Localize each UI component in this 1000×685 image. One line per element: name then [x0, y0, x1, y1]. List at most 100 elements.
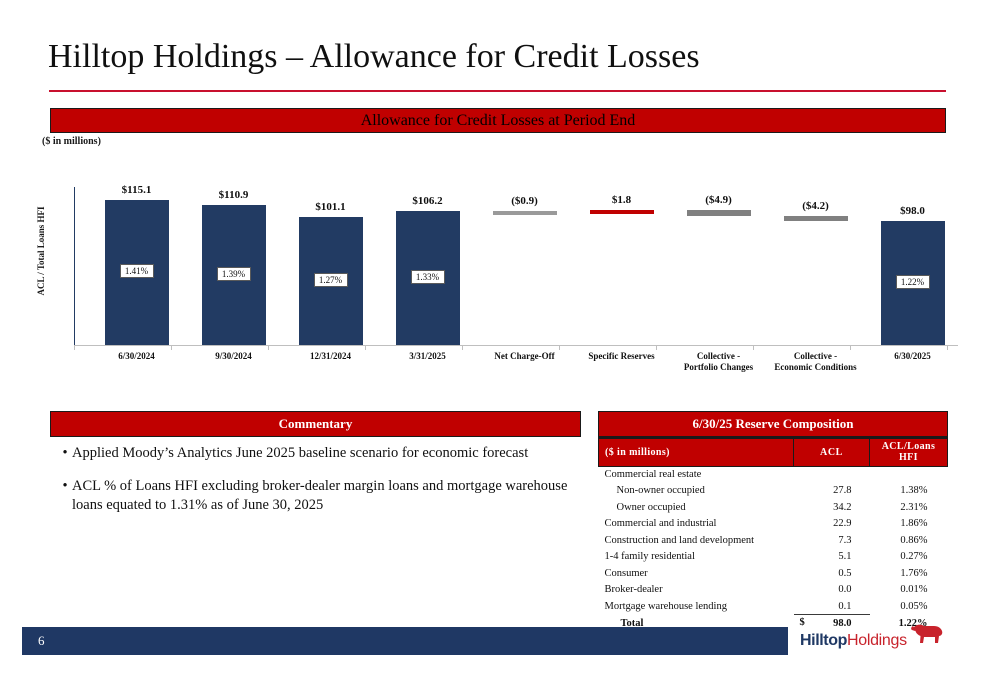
chart-bar [686, 209, 751, 216]
chart-x-category-label: Net Charge-Off [494, 351, 555, 361]
table-cell-acl-loans-hfi: 0.05% [900, 600, 928, 612]
logo-text-holdings: Holdings [846, 632, 907, 649]
chart-x-tick [268, 345, 269, 350]
commentary-panel-body: • Applied Moody’s Analytics June 2025 bas… [50, 444, 581, 529]
table-cell-acl-loans-hfi: 0.01% [900, 584, 928, 596]
table-cell-acl: 27.8 [833, 485, 852, 497]
reserve-composition-table: ($ in millions) ACL ACL/Loans HFI Commer… [598, 437, 948, 633]
page-title: Hilltop Holdings – Allowance for Credit … [48, 38, 700, 75]
chart-x-category-label: Specific Reserves [588, 351, 655, 361]
table-cell-category: Broker-dealer [604, 584, 663, 596]
chart-bar-value-label: $110.9 [218, 188, 249, 201]
table-cell-category: Mortgage warehouse lending [604, 600, 727, 612]
chart-bar-ratio-label: 1.39% [216, 266, 251, 281]
table-row: Non-owner occupied 27.8 1.38% [599, 483, 948, 500]
commentary-bullet: • ACL % of Loans HFI excluding broker-dea… [50, 477, 581, 515]
table-cell-acl: 34.2 [833, 501, 852, 513]
hilltop-holdings-logo: Hilltop Holdings [800, 624, 944, 652]
chart-x-label-line2: Economic Conditions [774, 362, 857, 372]
chart-x-tick [559, 345, 560, 350]
table-row: Consumer 0.5 1.76% [599, 565, 948, 582]
chart-bar-value-label: ($0.9) [511, 194, 538, 207]
acl-waterfall-chart: ACL / Total Loans HFI $115.1 1.41% 6/30/20… [36, 155, 958, 377]
column-header-acl: ACL [793, 437, 870, 467]
table-cell-acl [794, 466, 870, 483]
table-cell-acl: 0.5 [838, 567, 852, 579]
chart-x-tick [947, 345, 948, 350]
commentary-bullet: • Applied Moody’s Analytics June 2025 bas… [50, 444, 581, 463]
commentary-bullet-text: ACL % of Loans HFI excluding broker-deal… [72, 478, 568, 513]
chart-bar-value-label: $1.8 [611, 193, 632, 206]
chart-x-label-line2: Portfolio Changes [683, 362, 754, 372]
chart-y-axis-line [74, 187, 75, 345]
chart-x-category-label: Collective - Economic Conditions [764, 351, 868, 373]
commentary-bullet-text: Applied Moody’s Analytics June 2025 base… [72, 445, 529, 461]
table-cell-acl: 5.1 [838, 551, 852, 563]
chart-bar [589, 209, 654, 214]
table-cell-acl-loans-hfi: 1.76% [900, 567, 928, 579]
reserve-header-label: 6/30/25 Reserve Composition [692, 416, 854, 431]
title-divider [49, 90, 946, 92]
chart-x-tick [171, 345, 172, 350]
chart-x-category-label: 9/30/2024 [215, 351, 252, 361]
table-total-row: Total $98.0 1.22% [599, 614, 948, 633]
column-header-acl-loans-hfi-line2: HFI [899, 452, 918, 464]
table-cell-acl: 22.9 [833, 518, 852, 530]
chart-x-category-label: 3/31/2025 [409, 351, 446, 361]
table-cell-acl-loans-hfi: 1.86% [900, 518, 928, 530]
column-header-units: ($ in millions) [598, 437, 794, 467]
table-cell-category: Consumer [604, 567, 648, 579]
chart-x-category-label: Collective - Portfolio Changes [667, 351, 771, 373]
currency-symbol: $ [799, 617, 805, 628]
chart-section-banner: Allowance for Credit Losses at Period En… [50, 108, 946, 133]
table-header-row: ($ in millions) ACL ACL/Loans HFI [598, 437, 948, 467]
column-header-acl-loans-hfi-line1: ACL/Loans [881, 441, 936, 453]
table-cell-category: Commercial and industrial [604, 518, 717, 530]
chart-bar [492, 210, 557, 215]
chart-bar-value-label: $101.1 [315, 201, 346, 214]
chart-x-tick [365, 345, 366, 350]
chart-bar-ratio-label: 1.27% [313, 273, 348, 288]
table-cell-category: Non-owner occupied [616, 485, 705, 497]
table-cell-acl-loans-hfi: 0.86% [900, 534, 928, 546]
table-body: Commercial real estate Non-owner occupied… [599, 466, 948, 633]
chart-bar-value-label: $98.0 [900, 205, 925, 218]
table-cell-total-ratio: 1.22% [898, 618, 928, 629]
table-cell-total-acl: $98.0 [793, 614, 870, 633]
table-row: Commercial and industrial 22.9 1.86% [599, 516, 948, 533]
chart-x-tick [656, 345, 657, 350]
chart-bar-value-label: ($4.2) [802, 199, 829, 212]
table-cell-acl-loans-hfi: 2.31% [900, 501, 928, 513]
table-cell-total-label: Total [620, 618, 644, 629]
chart-x-category-label: 6/30/2024 [118, 351, 155, 361]
bullet-marker-icon: • [62, 445, 68, 461]
chart-x-category-label: 6/30/2025 [894, 351, 931, 361]
table-row: Commercial real estate [599, 466, 948, 483]
column-header-acl-loans-hfi: ACL/Loans HFI [869, 437, 948, 467]
chart-x-label-line1: Collective - [696, 351, 741, 361]
chart-bar-ratio-label: 1.41% [119, 264, 154, 279]
page-number: 6 [38, 633, 45, 648]
chart-bar-ratio-label: 1.22% [895, 275, 930, 290]
table-row: Owner occupied 34.2 2.31% [599, 499, 948, 516]
table-cell-acl: 0.1 [838, 600, 852, 612]
chart-x-tick [462, 345, 463, 350]
chart-bar-ratio-label: 1.33% [410, 269, 445, 284]
chart-x-category-label: 12/31/2024 [309, 351, 351, 361]
table-cell-acl-loans-hfi [870, 466, 948, 483]
table-cell-acl: 0.0 [838, 584, 852, 596]
bison-icon [910, 623, 944, 652]
chart-x-tick [753, 345, 754, 350]
chart-x-tick [74, 345, 75, 350]
table-cell-acl-loans-hfi: 0.27% [900, 551, 928, 563]
table-row: Construction and land development 7.3 0.86… [599, 532, 948, 549]
table-cell-category: Owner occupied [616, 501, 686, 513]
chart-section-banner-label: Allowance for Credit Losses at Period En… [360, 111, 636, 129]
table-row: Broker-dealer 0.0 0.01% [599, 582, 948, 599]
table-row: Mortgage warehouse lending 0.1 0.05% [599, 598, 948, 615]
chart-units-note: ($ in millions) [42, 136, 101, 147]
logo-text-hilltop: Hilltop [800, 632, 847, 649]
chart-bar-value-label: $106.2 [412, 194, 443, 207]
chart-x-label-line1: Collective - [793, 351, 838, 361]
